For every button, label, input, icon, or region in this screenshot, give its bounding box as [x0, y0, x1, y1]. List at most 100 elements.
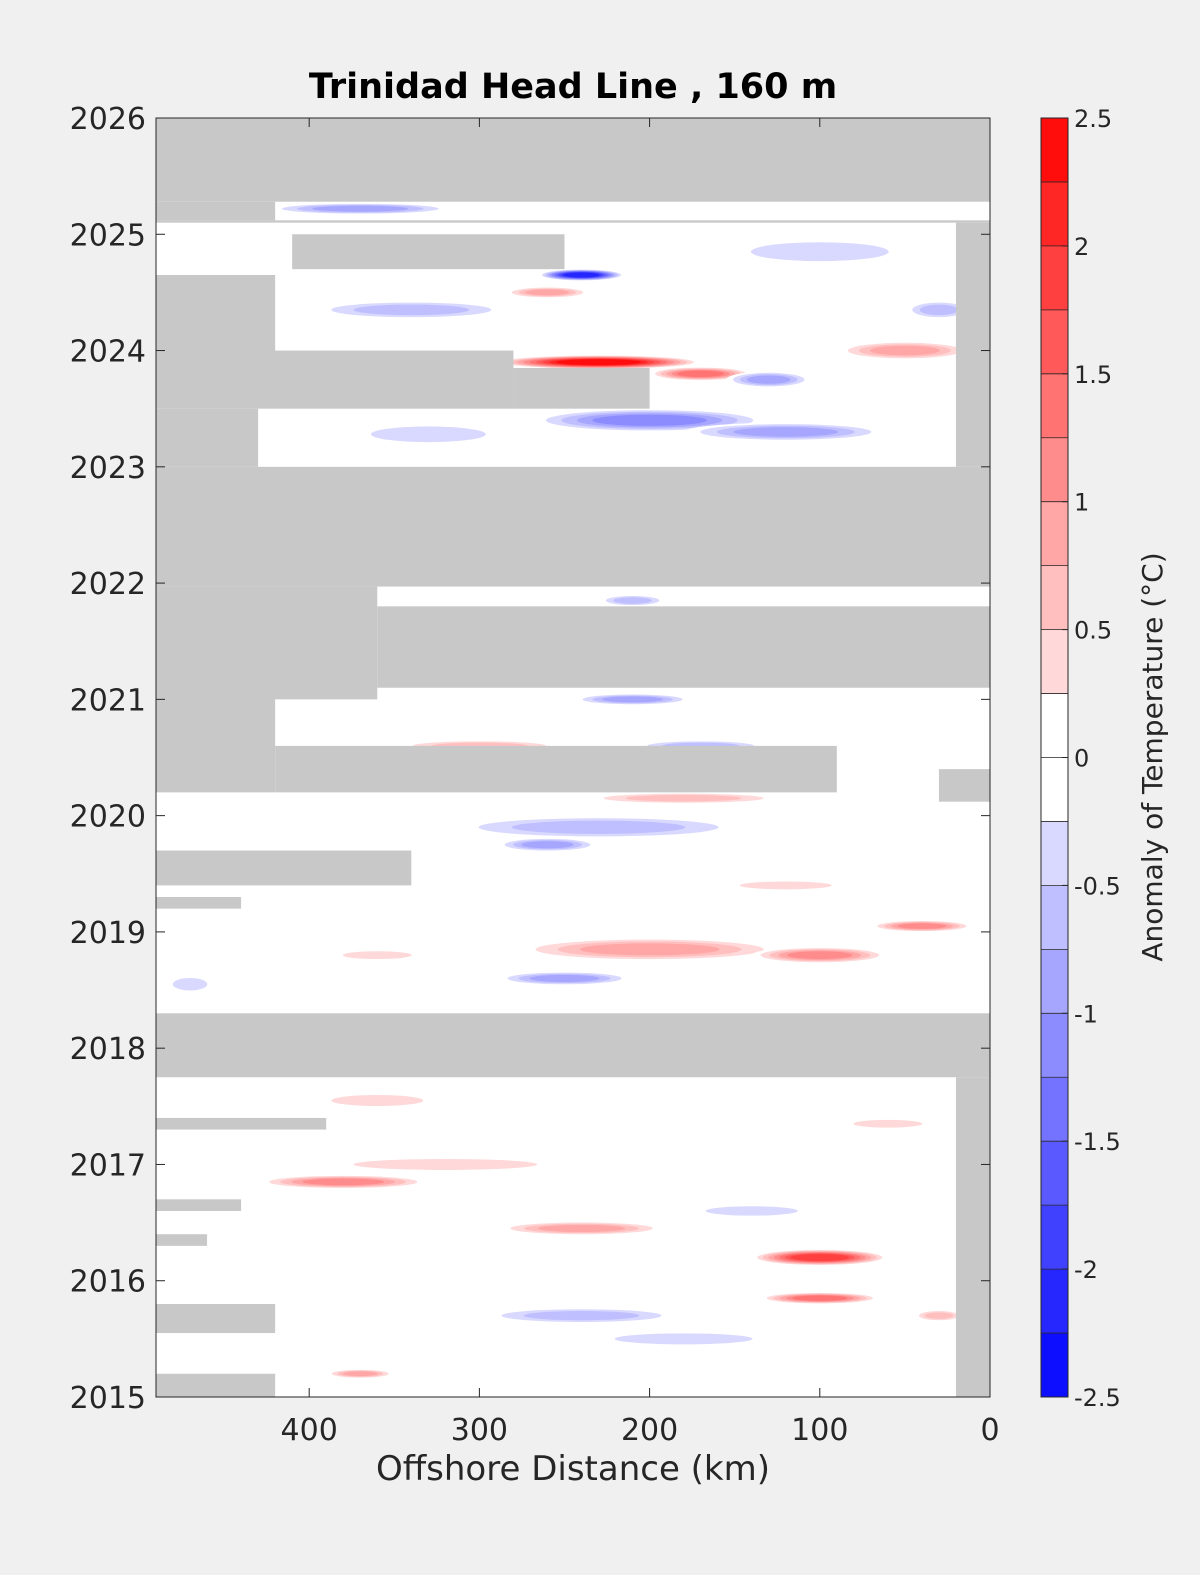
anomaly-contour-band — [370, 426, 486, 443]
y-tick-label: 2020 — [70, 800, 146, 835]
anomaly-contour-band — [733, 427, 839, 437]
anomaly-feature — [445, 815, 752, 839]
anomaly-feature — [717, 237, 922, 266]
no-data-region — [156, 850, 412, 886]
colorbar-level — [1041, 245, 1068, 311]
colorbar-level — [1041, 1205, 1068, 1270]
anomaly-feature — [751, 1249, 888, 1266]
anomaly-contour-band — [792, 1295, 848, 1301]
anomaly-feature — [479, 1307, 684, 1324]
y-tick-label: 2024 — [70, 335, 146, 370]
no-data-region — [156, 676, 276, 793]
anomaly-feature — [573, 693, 693, 706]
colorbar-level — [1041, 885, 1068, 950]
anomaly-feature — [649, 366, 752, 381]
anomaly-contour-band — [924, 1312, 954, 1319]
colorbar-tick-label: -2 — [1074, 1256, 1098, 1284]
anomaly-contour-band — [787, 951, 853, 960]
no-data-region — [156, 1013, 990, 1078]
anomaly-feature — [913, 1309, 965, 1322]
colorbar-tick-label: -1 — [1074, 1000, 1098, 1028]
anomaly-feature — [683, 422, 888, 442]
no-data-region — [377, 606, 990, 688]
x-tick-label: 200 — [621, 1413, 678, 1448]
anomaly-feature — [496, 355, 701, 370]
anomaly-contour-band — [625, 794, 742, 802]
anomaly-feature — [581, 792, 786, 805]
anomaly-feature — [683, 1203, 820, 1218]
anomaly-feature — [266, 202, 454, 215]
no-data-region — [156, 1303, 276, 1334]
anomaly-feature — [598, 594, 667, 607]
plot-frame — [155, 117, 991, 1398]
no-data-region — [938, 769, 990, 802]
colorbar-level — [1041, 1333, 1068, 1398]
no-data-region — [275, 745, 837, 793]
colorbar-level — [1041, 821, 1068, 886]
colorbar-level — [1041, 1013, 1068, 1078]
colorbar-level — [1041, 373, 1068, 439]
y-tick-label: 2025 — [70, 218, 146, 253]
anomaly-feature — [309, 300, 514, 320]
no-data-region — [156, 408, 259, 467]
colorbar: -2.5 -2 -1.5 -1 -0.5 0 0.5 1 1.5 2 2.5 Anomaly of … — [1040, 105, 1169, 1412]
no-data-region — [156, 1373, 276, 1397]
anomaly-feature — [496, 1221, 667, 1236]
x-tick-label: 400 — [281, 1413, 338, 1448]
anomaly-feature — [496, 837, 599, 852]
anomaly-feature — [870, 920, 973, 932]
chart-title: Trinidad Head Line , 160 m — [309, 67, 837, 107]
colorbar-tick-label: 2.5 — [1074, 105, 1112, 133]
y-axis: 2015 2016 2017 2018 2019 2020 2021 2022 2023 2024… — [70, 102, 990, 1416]
no-data-region — [156, 220, 990, 223]
y-tick-label: 2019 — [70, 916, 146, 951]
anomaly-contour-band — [579, 943, 720, 956]
anomaly-contour-band — [342, 951, 412, 960]
y-tick-label: 2022 — [70, 567, 146, 602]
colorbar-tick-label: 1 — [1074, 489, 1089, 517]
anomaly-contour-band — [312, 205, 409, 212]
anomaly-feature — [326, 949, 429, 961]
no-data-region — [156, 350, 514, 409]
anomaly-feature — [326, 1369, 395, 1379]
anomaly-contour-band — [353, 1158, 538, 1170]
anomaly-feature — [258, 1174, 429, 1189]
anomaly-feature — [760, 1292, 880, 1304]
no-data-region — [156, 1199, 242, 1211]
x-axis-label: Offshore Distance (km) — [376, 1449, 770, 1489]
colorbar-level — [1041, 501, 1068, 567]
no-data-region — [156, 1117, 327, 1130]
anomaly-feature — [836, 341, 973, 360]
anomaly-feature — [751, 947, 888, 964]
colorbar-level — [1041, 181, 1068, 247]
colorbar-level — [1041, 565, 1068, 631]
anomaly-contour-band — [746, 375, 791, 384]
anomaly-feature — [343, 422, 514, 446]
y-tick-label: 2016 — [70, 1265, 146, 1300]
anomaly-contour-band — [353, 304, 470, 316]
no-data-region — [156, 1234, 208, 1246]
x-tick-label: 100 — [791, 1413, 848, 1448]
anomaly-contour-band — [592, 414, 707, 426]
x-tick-label: 300 — [451, 1413, 508, 1448]
x-axis: 400 300 200 100 0 — [281, 118, 1000, 1448]
colorbar-tick-label: 0 — [1074, 745, 1089, 773]
anomaly-feature — [726, 371, 812, 388]
colorbar-level — [1041, 118, 1068, 183]
anomaly-contour-band — [511, 820, 686, 834]
anomaly-contour-band — [525, 289, 570, 296]
y-tick-label: 2017 — [70, 1148, 146, 1183]
anomaly-feature — [836, 1117, 939, 1130]
no-data-region — [955, 222, 990, 467]
anomaly-contour-band — [602, 696, 664, 703]
anomaly-contour-band — [529, 974, 600, 982]
no-data-region — [156, 466, 990, 587]
anomaly-feature — [309, 1156, 582, 1173]
anomaly-contour-band — [897, 923, 947, 929]
anomaly-feature — [504, 286, 591, 299]
colorbar-tick-label: 0.5 — [1074, 617, 1112, 645]
anomaly-feature — [513, 937, 786, 961]
anomaly-contour-band — [705, 1206, 798, 1216]
anomaly-contour-band — [919, 304, 959, 316]
